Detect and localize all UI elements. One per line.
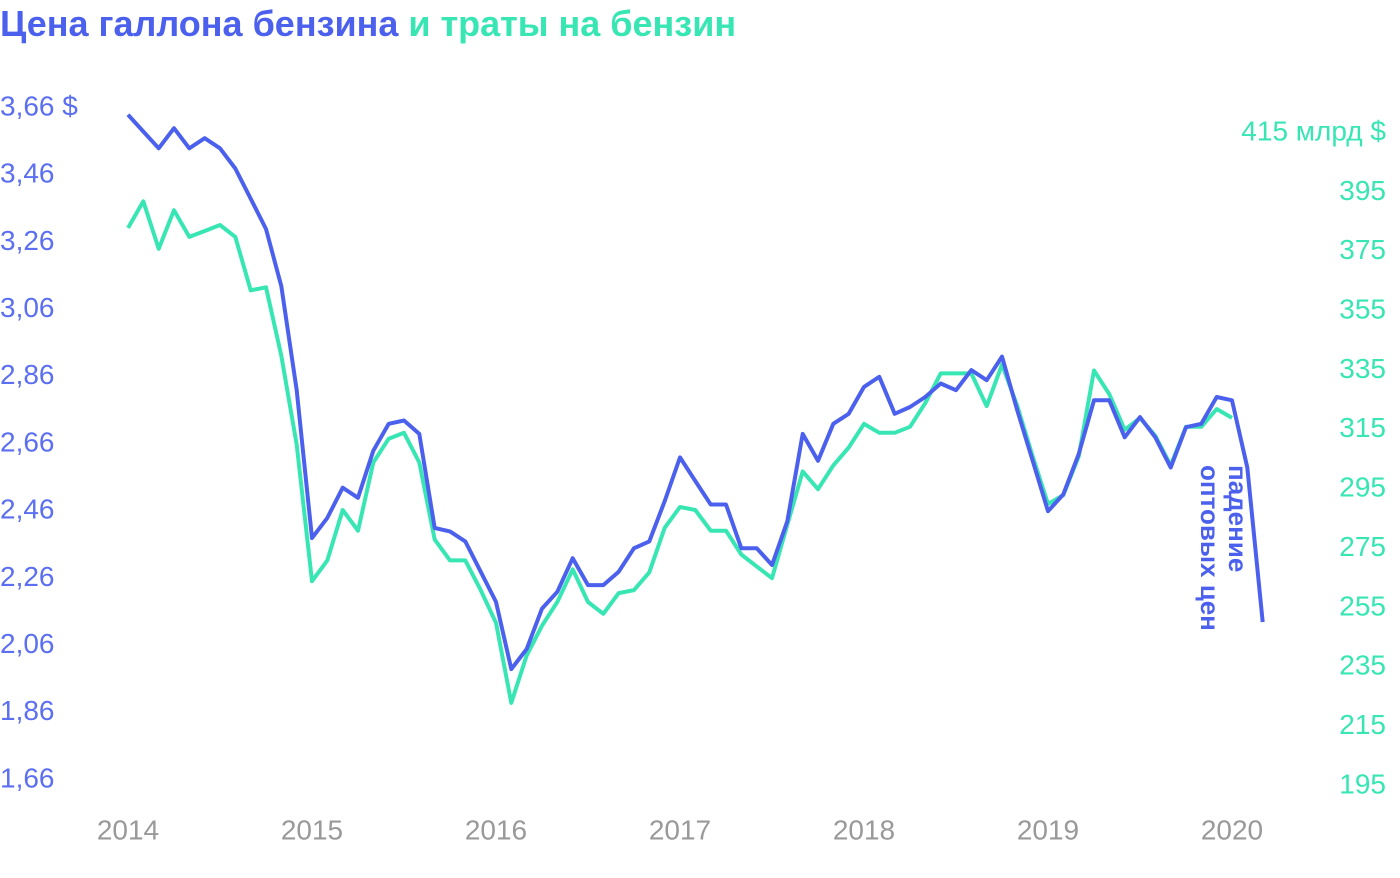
- y-tick-label: 3,66 $: [0, 90, 78, 121]
- y-tick-label: 1,66: [0, 762, 55, 793]
- annotation-line: оптовых цен: [1195, 465, 1225, 631]
- y-tick-label: 3,26: [0, 225, 55, 256]
- x-tick-label: 2014: [97, 814, 159, 845]
- y2-tick-label: 335: [1339, 353, 1386, 384]
- y-tick-label: 2,06: [0, 628, 55, 659]
- x-tick-label: 2019: [1017, 814, 1079, 845]
- x-tick-label: 2016: [465, 814, 527, 845]
- series-line: [126, 199, 1234, 705]
- x-tick-label: 2015: [281, 814, 343, 845]
- y2-tick-label: 255: [1339, 590, 1386, 621]
- y2-tick-label: 395: [1339, 175, 1386, 206]
- y2-tick-label: 215: [1339, 709, 1386, 740]
- y2-tick-label: 295: [1339, 472, 1386, 503]
- y2-tick-label: 355: [1339, 293, 1386, 324]
- chart-title: Цена галлона бензина и траты на бензин: [0, 3, 736, 44]
- y-tick-label: 1,86: [0, 695, 55, 726]
- y-tick-label: 3,46: [0, 158, 55, 189]
- y2-tick-label: 235: [1339, 650, 1386, 681]
- x-tick-label: 2017: [649, 814, 711, 845]
- y2-tick-label: 275: [1339, 531, 1386, 562]
- series-line: [126, 113, 1265, 672]
- y-tick-label: 2,26: [0, 561, 55, 592]
- title-part: Цена галлона бензина: [0, 3, 399, 44]
- y-tick-label: 2,86: [0, 359, 55, 390]
- y-tick-label: 2,46: [0, 494, 55, 525]
- y2-tick-label: 315: [1339, 412, 1386, 443]
- y-tick-label: 2,66: [0, 426, 55, 457]
- y2-tick-label: 195: [1339, 768, 1386, 799]
- x-tick-label: 2020: [1201, 814, 1263, 845]
- title-part: и траты на бензин: [408, 3, 736, 44]
- y2-tick-label: 415 млрд $: [1241, 115, 1386, 146]
- x-tick-label: 2018: [833, 814, 895, 845]
- annotation-line: падение: [1223, 465, 1253, 572]
- y-tick-label: 3,06: [0, 292, 55, 323]
- y2-tick-label: 375: [1339, 234, 1386, 265]
